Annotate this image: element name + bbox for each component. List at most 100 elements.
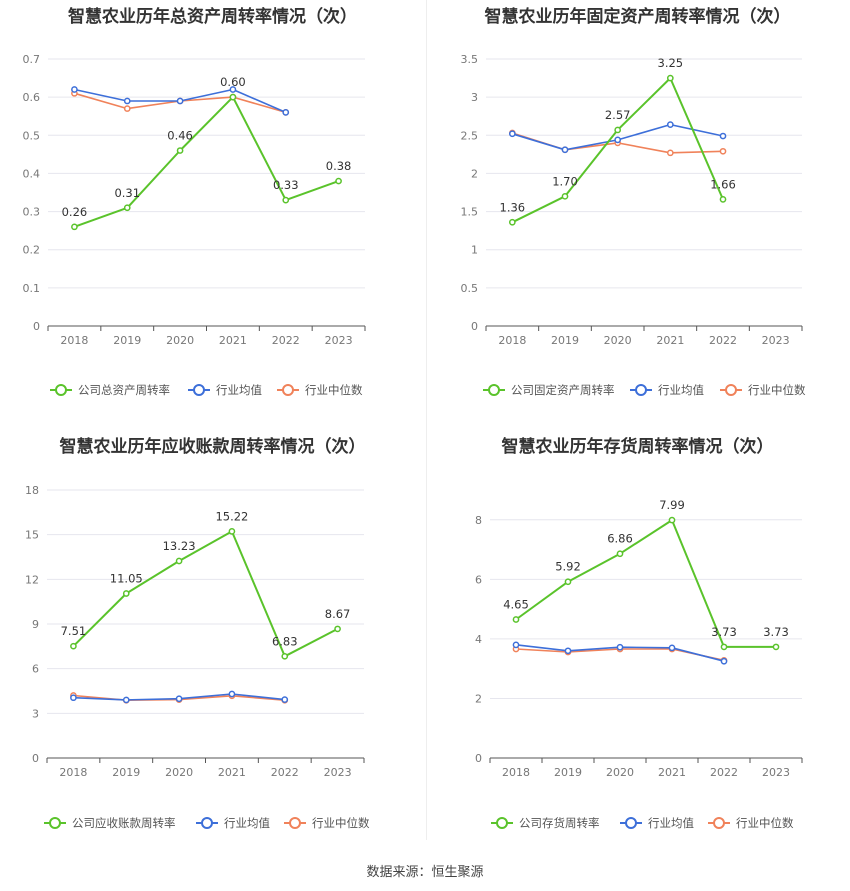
data-point-company [666,74,674,82]
data-point-industry_avg [70,694,77,702]
y-tick-label: 0 [475,752,482,765]
data-point-company [281,652,289,660]
legend-marker-industry_median [289,817,301,829]
data-label: 3.73 [763,625,789,639]
data-point-company [334,625,341,633]
data-point-industry_median [719,147,727,155]
data-point-company [71,223,78,231]
chart-plot: 0 0.1 0.2 0.3 0.4 0.5 0.6 0.7 2018 2019 2020 2021 20… [23,53,366,397]
x-tick-label: 2019 [112,766,140,779]
data-point-industry_avg [719,132,727,140]
chart-plot: 0 2 4 6 8 2018 2019 2020 2021 2022 2023 4.65 5.92 6.8… [475,498,803,830]
data-point-industry_avg [282,109,290,116]
chart-panel-total-asset-turnover: 智慧农业历年总资产周转率情况（次） 0 0.1 0.2 0.3 0.4 0.5 0.6 0.7… [0,0,425,430]
y-tick-label: 12 [25,573,39,586]
data-label: 5.92 [555,560,581,574]
x-tick-label: 2020 [606,766,634,779]
y-tick-label: 0.3 [23,206,41,219]
x-tick-label: 2021 [658,766,686,779]
y-tick-label: 0.2 [23,244,41,257]
data-point-industry_avg [561,146,569,154]
legend-label-company: 公司存货周转率 [519,816,600,830]
y-tick-label: 1 [471,244,478,257]
y-tick-label: 0.5 [461,282,479,295]
legend-label-company: 公司总资产周转率 [78,383,170,397]
y-tick-label: 0 [471,320,478,333]
data-point-company [229,93,237,101]
legend-label-industry_avg: 行业均值 [648,816,694,830]
legend-label-industry_avg: 行业均值 [224,816,270,830]
y-tick-label: 3 [32,707,39,720]
data-point-company [772,643,780,651]
data-point-industry_avg [512,641,520,649]
data-point-company [719,196,727,203]
y-tick-label: 0.5 [23,129,41,142]
data-point-company [282,196,290,204]
x-tick-label: 2022 [271,766,299,779]
y-tick-label: 0 [32,752,39,765]
data-point-industry_avg [508,130,516,138]
y-tick-label: 9 [32,618,39,631]
data-label: 7.99 [659,498,685,512]
data-point-company [176,147,184,154]
x-tick-label: 2019 [113,334,141,347]
series-line-company [72,530,339,658]
data-point-industry_avg [229,86,237,93]
x-tick-label: 2020 [166,334,194,347]
data-label: 13.23 [163,539,196,553]
legend-marker-industry_avg [201,817,213,829]
data-label: 0.38 [326,159,352,173]
data-point-company [122,590,130,597]
legend-label-industry_median: 行业中位数 [748,383,806,397]
data-point-company [123,204,131,212]
data-label: 3.25 [658,56,684,70]
legend-label-company: 公司固定资产周转率 [511,383,615,397]
x-tick-label: 2018 [498,334,526,347]
chart-panel-fixed-asset-turnover: 智慧农业历年固定资产周转率情况（次） 0 0.5 1 1.5 2 2.5 3 3.5 2018 2… [425,0,850,430]
panel-divider [426,0,427,840]
data-point-industry_avg [614,136,622,144]
x-tick-label: 2021 [656,334,684,347]
data-point-industry_median [123,105,131,112]
data-source: 数据来源：恒生聚源 [366,865,484,880]
data-point-industry_avg [122,696,130,704]
data-point-company [512,616,520,623]
series-line-company [515,519,776,648]
y-tick-label: 8 [475,514,482,527]
series-line-company [74,96,339,228]
data-label: 0.31 [114,186,140,200]
data-label: 3.73 [711,625,737,639]
data-label: 1.66 [710,177,736,191]
y-tick-label: 0.6 [23,91,41,104]
y-tick-label: 4 [475,633,482,646]
data-label: 1.70 [552,174,578,188]
data-point-industry_avg [175,695,183,703]
data-point-industry_avg [281,696,289,703]
data-point-industry_avg [666,121,674,128]
y-tick-label: 3.5 [461,53,479,66]
y-tick-label: 0 [33,320,40,333]
chart-plot: 0 0.5 1 1.5 2 2.5 3 3.5 2018 2019 2020 2021 2022 2023… [461,53,806,397]
x-tick-label: 2021 [219,334,247,347]
x-tick-label: 2023 [762,766,790,779]
data-point-company [228,528,236,535]
data-label: 15.22 [215,509,248,523]
chart-title: 智慧农业历年总资产周转率情况（次） [68,7,357,27]
y-tick-label: 1.5 [461,206,479,219]
y-tick-label: 6 [32,663,39,676]
legend-label-company: 公司应收账款周转率 [72,816,176,830]
legend-marker-industry_avg [625,817,637,829]
x-tick-label: 2022 [709,334,737,347]
chart-title: 智慧农业历年存货周转率情况（次） [501,437,774,457]
data-label: 0.60 [220,75,246,89]
x-tick-label: 2021 [218,766,246,779]
y-tick-label: 2 [471,167,478,180]
data-point-industry_avg [564,647,572,655]
legend-marker-industry_median [713,817,725,829]
chart-title: 智慧农业历年固定资产周转率情况（次） [484,7,791,27]
y-tick-label: 18 [25,484,39,497]
data-point-company [614,126,622,134]
y-tick-label: 0.7 [23,53,41,66]
data-label: 8.67 [325,607,351,621]
x-tick-label: 2019 [551,334,579,347]
